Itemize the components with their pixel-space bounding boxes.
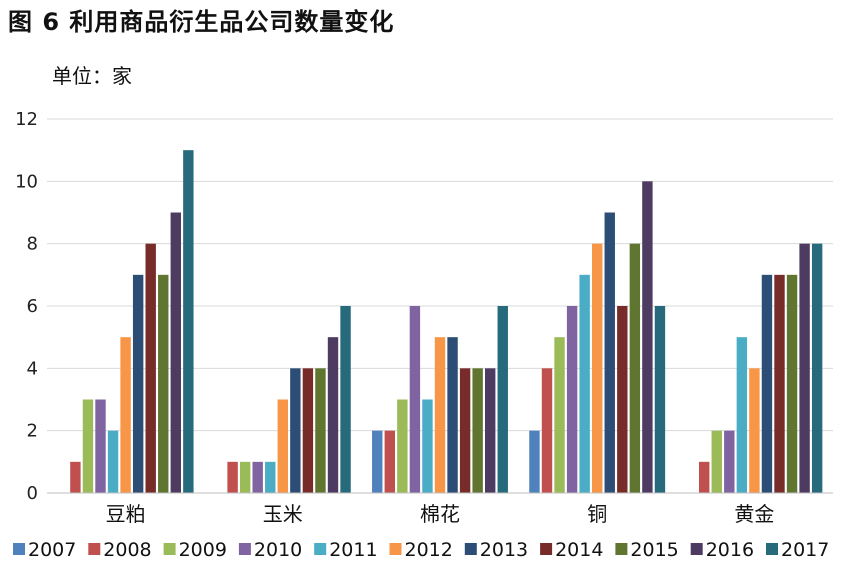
bar-2016-铜 bbox=[642, 181, 653, 494]
legend-swatch bbox=[464, 543, 477, 555]
legend-label: 2007 bbox=[28, 539, 76, 561]
legend-swatch bbox=[238, 543, 251, 555]
bar-2017-棉花 bbox=[497, 306, 508, 493]
unit-label: 单位：家 bbox=[52, 64, 132, 88]
bar-2012-棉花 bbox=[434, 337, 446, 493]
x-category-label: 黄金 bbox=[734, 502, 774, 526]
axes: 0 2 4 6 8 10 12 豆粕 玉米 棉花 铜 黄金 bbox=[15, 109, 833, 526]
legend-swatch bbox=[314, 543, 327, 555]
x-category-label: 玉米 bbox=[263, 502, 303, 526]
bar-2013-铜 bbox=[604, 212, 615, 493]
legend-label: 2008 bbox=[103, 539, 151, 561]
bar-2015-玉米 bbox=[315, 368, 326, 493]
bar-2014-豆粕 bbox=[145, 243, 156, 493]
bar-2009-玉米 bbox=[239, 461, 251, 493]
bar-2008-豆粕 bbox=[70, 461, 81, 493]
bar-2010-黄金 bbox=[724, 430, 735, 493]
bar-2010-豆粕 bbox=[95, 399, 106, 493]
y-tick-label: 10 bbox=[15, 171, 38, 192]
bar-2012-玉米 bbox=[277, 399, 288, 493]
x-category-label: 豆粕 bbox=[106, 502, 146, 526]
legend-swatch bbox=[163, 543, 176, 555]
bars bbox=[70, 150, 823, 494]
bar-2017-黄金 bbox=[811, 243, 823, 493]
bar-2013-玉米 bbox=[290, 368, 301, 493]
legend-label: 2010 bbox=[254, 539, 302, 561]
bar-2011-铜 bbox=[579, 274, 590, 493]
y-tick-label: 0 bbox=[27, 483, 38, 504]
bar-2015-铜 bbox=[629, 243, 641, 493]
bar-2010-玉米 bbox=[252, 461, 263, 493]
bar-2010-铜 bbox=[566, 306, 578, 493]
bar-2016-玉米 bbox=[327, 337, 339, 493]
chart-title: 图 6 利用商品衍生品公司数量变化 bbox=[8, 8, 395, 36]
legend-swatch bbox=[13, 543, 25, 555]
bar-2011-豆粕 bbox=[107, 430, 119, 493]
bar-2008-棉花 bbox=[384, 430, 395, 493]
bar-2017-玉米 bbox=[340, 306, 351, 493]
bar-2007-铜 bbox=[529, 430, 540, 493]
bar-2012-豆粕 bbox=[120, 337, 131, 493]
legend-swatch bbox=[389, 543, 402, 555]
x-category-label: 铜 bbox=[587, 502, 607, 526]
bar-2009-黄金 bbox=[711, 430, 722, 493]
legend-label: 2011 bbox=[329, 539, 377, 561]
bar-2009-豆粕 bbox=[82, 399, 94, 493]
bar-2008-黄金 bbox=[699, 461, 710, 493]
y-tick-label: 6 bbox=[27, 296, 38, 317]
bar-2011-黄金 bbox=[736, 337, 748, 493]
legend: 2007 2008 2009 2010 2011 2012 2013 2014 2015 2016… bbox=[13, 539, 829, 561]
bar-2011-玉米 bbox=[265, 461, 276, 493]
legend-label: 2013 bbox=[480, 539, 528, 561]
bar-2016-黄金 bbox=[799, 243, 810, 493]
bar-2014-黄金 bbox=[774, 274, 785, 493]
y-tick-label: 4 bbox=[27, 358, 38, 379]
y-tick-label: 2 bbox=[27, 421, 38, 442]
legend-swatch bbox=[766, 543, 778, 555]
legend-label: 2012 bbox=[405, 539, 453, 561]
legend-swatch bbox=[615, 543, 628, 555]
bar-2016-豆粕 bbox=[170, 212, 181, 493]
legend-swatch bbox=[690, 543, 703, 555]
x-category-label: 棉花 bbox=[420, 502, 460, 526]
bar-2015-豆粕 bbox=[158, 274, 169, 493]
bar-2015-黄金 bbox=[786, 274, 798, 493]
legend-swatch bbox=[88, 543, 101, 555]
bar-2010-棉花 bbox=[409, 306, 421, 493]
bar-2017-豆粕 bbox=[183, 150, 194, 493]
bar-2012-黄金 bbox=[749, 368, 760, 493]
bar-2013-豆粕 bbox=[132, 274, 144, 493]
bar-2009-棉花 bbox=[397, 399, 408, 493]
y-tick-label: 12 bbox=[15, 109, 38, 130]
legend-swatch bbox=[540, 543, 553, 555]
bar-2013-黄金 bbox=[761, 274, 773, 493]
y-tick-label: 8 bbox=[27, 234, 38, 255]
bar-2009-铜 bbox=[554, 337, 565, 493]
bar-2015-棉花 bbox=[472, 368, 483, 493]
bar-2012-铜 bbox=[592, 243, 603, 493]
bar-2014-铜 bbox=[617, 306, 628, 493]
bar-2014-玉米 bbox=[302, 368, 314, 493]
bar-2011-棉花 bbox=[422, 399, 433, 493]
legend-label: 2015 bbox=[630, 539, 678, 561]
bar-2016-棉花 bbox=[485, 368, 496, 493]
bar-2017-铜 bbox=[654, 306, 666, 493]
bar-2013-棉花 bbox=[447, 337, 458, 493]
legend-label: 2017 bbox=[781, 539, 829, 561]
bar-2007-棉花 bbox=[372, 430, 383, 493]
legend-label: 2016 bbox=[706, 539, 754, 561]
bar-2008-玉米 bbox=[227, 461, 238, 493]
bar-2008-铜 bbox=[541, 368, 553, 493]
legend-label: 2009 bbox=[179, 539, 227, 561]
legend-label: 2014 bbox=[555, 539, 603, 561]
bar-2014-棉花 bbox=[459, 368, 471, 493]
